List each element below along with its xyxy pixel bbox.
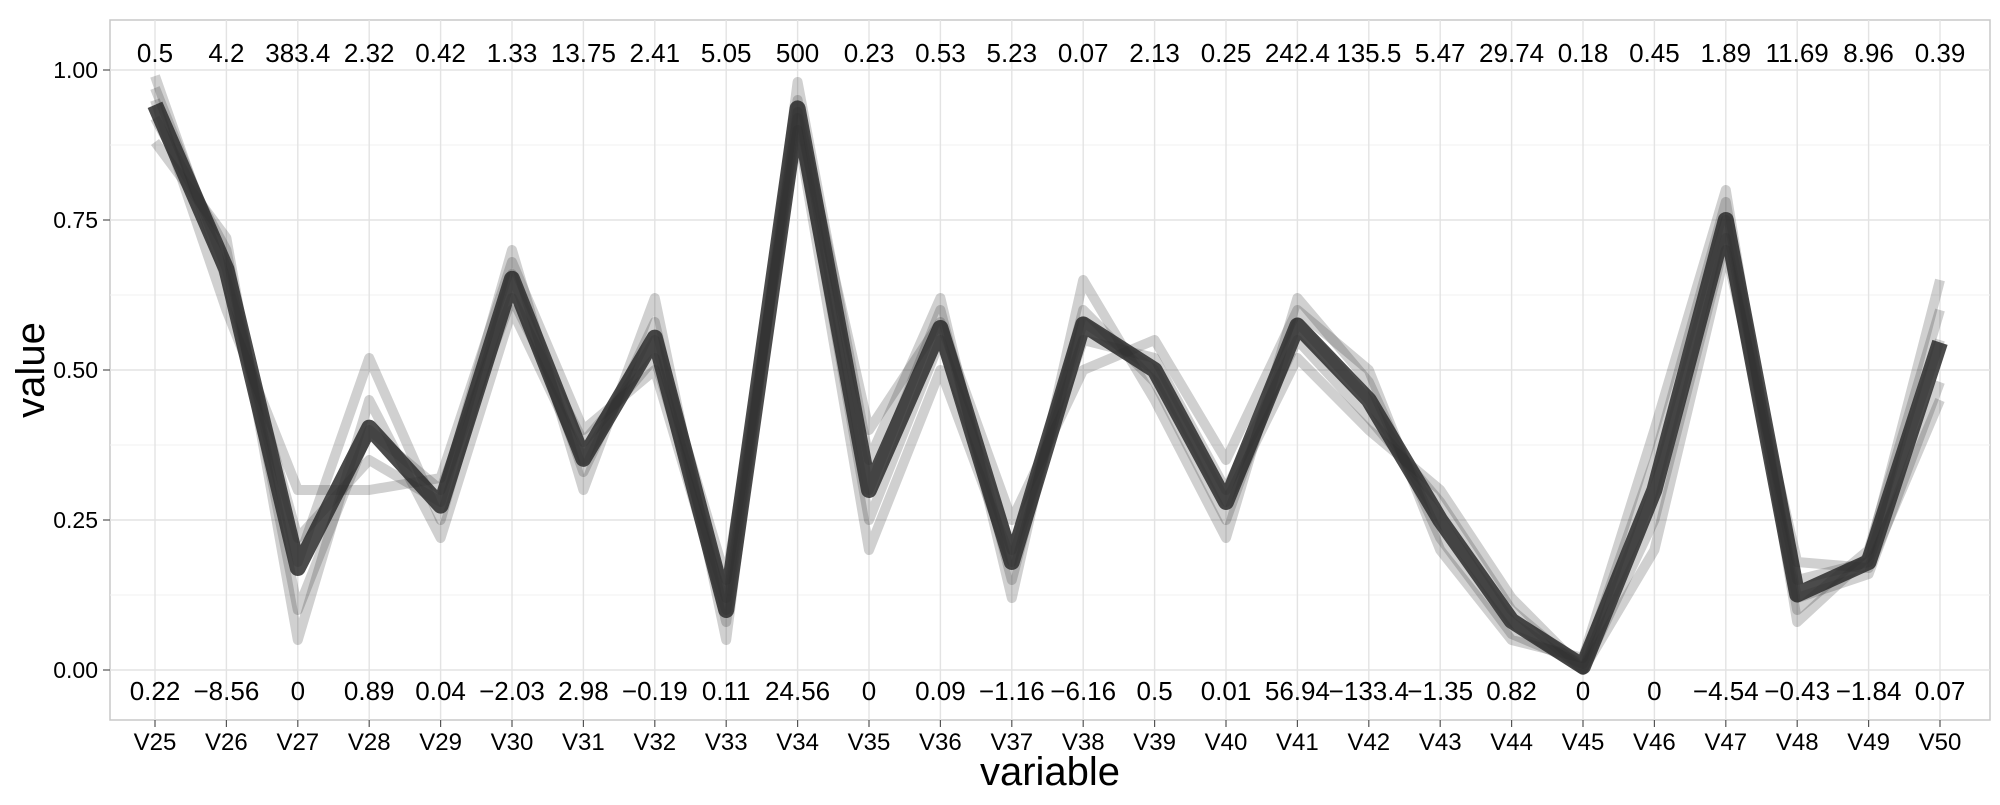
min-value-label: 0.07 bbox=[1915, 676, 1966, 706]
min-value-label: −0.43 bbox=[1764, 676, 1830, 706]
max-value-label: 0.42 bbox=[415, 38, 466, 68]
x-tick-label: V35 bbox=[848, 729, 891, 756]
max-value-label: 2.41 bbox=[629, 38, 680, 68]
x-tick-label: V28 bbox=[348, 729, 391, 756]
x-tick-label: V25 bbox=[134, 729, 177, 756]
max-value-label: 5.05 bbox=[701, 38, 752, 68]
x-tick-label: V27 bbox=[276, 729, 319, 756]
x-tick-label: V33 bbox=[705, 729, 748, 756]
max-value-label: 29.74 bbox=[1479, 38, 1544, 68]
y-tick-label: 0.75 bbox=[53, 207, 98, 233]
min-value-label: 0.09 bbox=[915, 676, 966, 706]
max-value-label: 2.13 bbox=[1129, 38, 1180, 68]
min-value-label: −1.35 bbox=[1407, 676, 1473, 706]
x-tick-label: V43 bbox=[1419, 729, 1462, 756]
x-tick-label: V34 bbox=[776, 729, 819, 756]
max-value-label: 0.45 bbox=[1629, 38, 1680, 68]
min-value-label: −1.84 bbox=[1836, 676, 1902, 706]
min-value-label: 0.22 bbox=[130, 676, 181, 706]
min-value-label: 24.56 bbox=[765, 676, 830, 706]
min-value-label: −0.19 bbox=[622, 676, 688, 706]
min-value-label: 0 bbox=[1576, 676, 1590, 706]
x-tick-label: V26 bbox=[205, 729, 248, 756]
x-tick-label: V45 bbox=[1562, 729, 1605, 756]
x-tick-label: V39 bbox=[1133, 729, 1176, 756]
x-tick-label: V50 bbox=[1919, 729, 1962, 756]
x-tick-label: V41 bbox=[1276, 729, 1319, 756]
x-tick-label: V30 bbox=[491, 729, 534, 756]
max-value-label: 2.32 bbox=[344, 38, 395, 68]
min-value-label: −133.4 bbox=[1329, 676, 1409, 706]
min-value-label: 0.01 bbox=[1201, 676, 1252, 706]
min-value-label: 0.11 bbox=[702, 676, 751, 706]
max-value-label: 0.53 bbox=[915, 38, 966, 68]
x-tick-label: V42 bbox=[1347, 729, 1390, 756]
x-tick-label: V46 bbox=[1633, 729, 1676, 756]
max-value-label: 5.23 bbox=[986, 38, 1037, 68]
x-tick-label: V31 bbox=[562, 729, 605, 756]
max-value-label: 135.5 bbox=[1336, 38, 1401, 68]
max-value-label: 0.23 bbox=[844, 38, 895, 68]
max-value-label: 11.69 bbox=[1766, 38, 1829, 68]
x-axis-title: variable bbox=[980, 750, 1120, 794]
x-tick-label: V32 bbox=[633, 729, 676, 756]
x-tick-label: V36 bbox=[919, 729, 962, 756]
x-tick-label: V40 bbox=[1205, 729, 1248, 756]
max-value-label: 0.25 bbox=[1201, 38, 1252, 68]
x-tick-label: V49 bbox=[1847, 729, 1890, 756]
y-tick-label: 0.50 bbox=[53, 357, 98, 383]
x-tick-label: V37 bbox=[990, 729, 1033, 756]
max-value-label: 0.39 bbox=[1915, 38, 1966, 68]
x-tick-label: V47 bbox=[1704, 729, 1747, 756]
max-value-label: 0.18 bbox=[1558, 38, 1609, 68]
min-value-label: −4.54 bbox=[1693, 676, 1759, 706]
y-tick-label: 0.25 bbox=[53, 507, 98, 533]
y-axis-title: value bbox=[9, 322, 53, 418]
x-tick-label: V48 bbox=[1776, 729, 1819, 756]
max-value-label: 0.07 bbox=[1058, 38, 1109, 68]
max-value-label: 13.75 bbox=[551, 38, 616, 68]
max-value-label: 383.4 bbox=[265, 38, 330, 68]
min-value-label: −6.16 bbox=[1050, 676, 1116, 706]
min-value-label: −1.16 bbox=[979, 676, 1045, 706]
min-value-label: 0.82 bbox=[1486, 676, 1537, 706]
max-value-label: 1.33 bbox=[487, 38, 538, 68]
max-value-label: 4.2 bbox=[208, 38, 244, 68]
min-value-label: −8.56 bbox=[194, 676, 260, 706]
y-tick-label: 1.00 bbox=[53, 57, 98, 83]
max-value-label: 1.89 bbox=[1700, 38, 1751, 68]
min-value-label: 0.04 bbox=[415, 676, 466, 706]
x-tick-label: V38 bbox=[1062, 729, 1105, 756]
y-tick-label: 0.00 bbox=[53, 657, 98, 683]
max-value-label: 5.47 bbox=[1415, 38, 1466, 68]
max-value-label: 0.5 bbox=[137, 38, 173, 68]
min-value-label: −2.03 bbox=[479, 676, 545, 706]
min-value-label: 2.98 bbox=[558, 676, 609, 706]
series-line-dense-band bbox=[147, 100, 1948, 675]
min-value-label: 0 bbox=[1647, 676, 1661, 706]
x-tick-label: V29 bbox=[419, 729, 462, 756]
max-value-label: 500 bbox=[776, 38, 819, 68]
min-value-label: 0.89 bbox=[344, 676, 395, 706]
min-value-label: 0 bbox=[291, 676, 305, 706]
min-value-label: 56.94 bbox=[1265, 676, 1330, 706]
min-value-label: 0.5 bbox=[1137, 676, 1173, 706]
min-value-label: 0 bbox=[862, 676, 876, 706]
max-value-label: 242.4 bbox=[1265, 38, 1330, 68]
series-lines bbox=[147, 74, 1948, 675]
x-tick-label: V44 bbox=[1490, 729, 1533, 756]
max-value-label: 8.96 bbox=[1843, 38, 1894, 68]
